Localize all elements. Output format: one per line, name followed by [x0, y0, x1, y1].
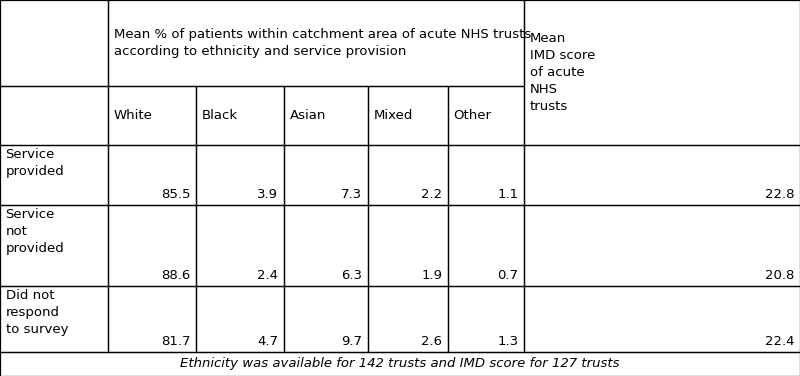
Bar: [0, 286, 108, 352]
Text: Ethnicity was available for 142 trusts and IMD score for 127 trusts: Ethnicity was available for 142 trusts a…: [180, 357, 620, 370]
Bar: [284, 86, 368, 145]
Text: 2.6: 2.6: [422, 335, 442, 347]
Text: 81.7: 81.7: [161, 335, 190, 347]
Bar: [108, 86, 196, 145]
Text: 3.9: 3.9: [258, 188, 278, 201]
Bar: [448, 286, 524, 352]
Bar: [524, 0, 800, 145]
Text: 1.1: 1.1: [498, 188, 518, 201]
Text: 2.2: 2.2: [422, 188, 442, 201]
Bar: [0, 0, 108, 86]
Bar: [524, 205, 800, 286]
Bar: [448, 145, 524, 205]
Bar: [284, 286, 368, 352]
Bar: [196, 86, 284, 145]
Bar: [0, 86, 108, 145]
Text: Service
not
provided: Service not provided: [6, 208, 64, 255]
Text: 6.3: 6.3: [342, 269, 362, 282]
Text: Mean
IMD score
of acute
NHS
trusts: Mean IMD score of acute NHS trusts: [530, 32, 595, 113]
Text: Black: Black: [202, 109, 238, 122]
Bar: [368, 145, 448, 205]
Text: 4.7: 4.7: [258, 335, 278, 347]
Bar: [284, 145, 368, 205]
Text: Service
provided: Service provided: [6, 148, 64, 178]
Bar: [108, 286, 196, 352]
Bar: [0, 205, 108, 286]
Bar: [368, 86, 448, 145]
Text: 7.3: 7.3: [342, 188, 362, 201]
Bar: [108, 205, 196, 286]
Bar: [524, 145, 800, 205]
Bar: [284, 205, 368, 286]
Bar: [368, 205, 448, 286]
Bar: [108, 145, 196, 205]
Bar: [0, 145, 108, 205]
Text: Mixed: Mixed: [374, 109, 413, 122]
Text: Asian: Asian: [290, 109, 326, 122]
Bar: [524, 286, 800, 352]
Bar: [196, 145, 284, 205]
Text: White: White: [114, 109, 153, 122]
Text: 88.6: 88.6: [161, 269, 190, 282]
Text: 22.8: 22.8: [765, 188, 794, 201]
Text: 20.8: 20.8: [765, 269, 794, 282]
Text: 85.5: 85.5: [161, 188, 190, 201]
Text: 1.9: 1.9: [422, 269, 442, 282]
Text: Did not
respond
to survey: Did not respond to survey: [6, 289, 68, 336]
Text: Other: Other: [454, 109, 491, 122]
Text: 1.3: 1.3: [498, 335, 518, 347]
Text: Mean % of patients within catchment area of acute NHS trusts
according to ethnic: Mean % of patients within catchment area…: [114, 28, 531, 58]
Bar: [0, 352, 800, 376]
Bar: [368, 286, 448, 352]
Text: 2.4: 2.4: [258, 269, 278, 282]
Bar: [196, 286, 284, 352]
Text: 9.7: 9.7: [342, 335, 362, 347]
Text: 0.7: 0.7: [498, 269, 518, 282]
Bar: [448, 86, 524, 145]
Bar: [448, 205, 524, 286]
Bar: [108, 0, 524, 86]
Text: 22.4: 22.4: [765, 335, 794, 347]
Bar: [196, 205, 284, 286]
